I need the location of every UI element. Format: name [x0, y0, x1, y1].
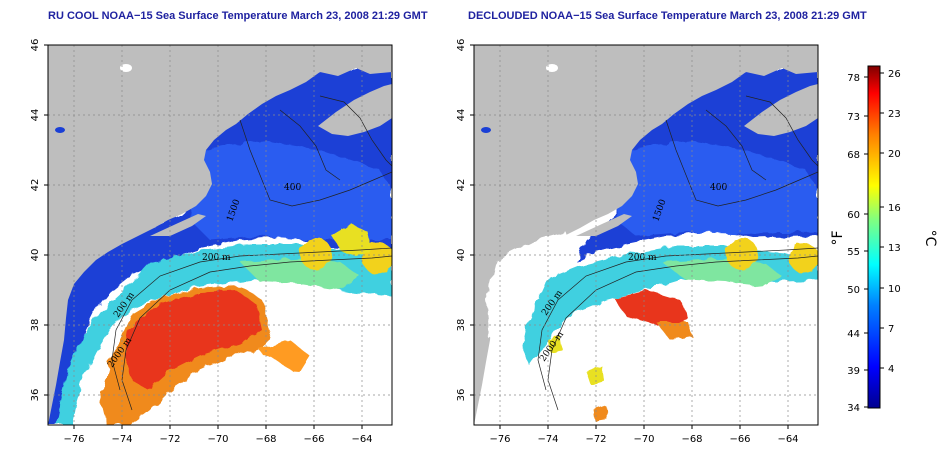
- lon-tick-label: −64: [351, 434, 372, 445]
- left-map-frame: [47, 44, 393, 426]
- lat-tick-label: 36: [30, 389, 41, 402]
- lat-tick-label: 46: [30, 39, 41, 52]
- lat-tick-label: 36: [456, 389, 467, 402]
- right-lat-axis: 46 44 42 40 38 36: [456, 39, 474, 402]
- contour-label: 200 m: [628, 253, 657, 263]
- lon-tick-label: −66: [729, 434, 750, 445]
- lat-tick-label: 44: [456, 109, 467, 122]
- celsius-tick-label: 26: [888, 69, 901, 80]
- celsius-tick-label: 16: [888, 203, 901, 214]
- right-lon-axis: −76 −74 −72 −70 −68 −66 −64: [489, 425, 799, 445]
- lat-tick-label: 40: [30, 249, 41, 262]
- fahrenheit-unit-label: °F: [830, 230, 846, 245]
- right-map-title: DECLOUDED NOAA−15 Sea Surface Temperatur…: [468, 10, 867, 22]
- lat-tick-label: 38: [30, 319, 41, 332]
- celsius-tick-label: 7: [888, 324, 894, 335]
- celsius-tick-label: 20: [888, 149, 901, 160]
- fahrenheit-tick-label: 44: [847, 329, 860, 340]
- lon-tick-label: −74: [111, 434, 132, 445]
- lon-tick-label: −76: [63, 434, 84, 445]
- lon-tick-label: −68: [255, 434, 276, 445]
- lon-tick-label: −70: [207, 434, 228, 445]
- fahrenheit-tick-label: 50: [847, 285, 860, 296]
- lon-tick-label: −70: [633, 434, 654, 445]
- fahrenheit-tick-label: 55: [847, 247, 860, 258]
- lon-tick-label: −66: [303, 434, 324, 445]
- celsius-unit-label: °C: [922, 230, 938, 247]
- left-map-title: RU COOL NOAA−15 Sea Surface Temperature …: [48, 10, 428, 22]
- contour-label: 200 m: [202, 253, 231, 263]
- lon-tick-label: −68: [681, 434, 702, 445]
- celsius-tick-label: 4: [888, 364, 894, 375]
- contour-label: 400: [284, 183, 301, 193]
- colorbar-ramp: [867, 65, 881, 409]
- lat-tick-label: 40: [456, 249, 467, 262]
- left-lat-axis: 46 44 42 40 38 36: [30, 39, 48, 402]
- contour-label: 400: [710, 183, 727, 193]
- lon-tick-label: −64: [777, 434, 798, 445]
- lat-tick-label: 42: [456, 179, 467, 192]
- colorbar: 78 73 68 60 55 50 44 39 34 26 23 20 16 1…: [830, 65, 938, 414]
- lat-tick-label: 42: [30, 179, 41, 192]
- fahrenheit-tick-label: 34: [847, 403, 860, 414]
- right-map-frame: [473, 44, 819, 426]
- lon-tick-label: −76: [489, 434, 510, 445]
- lat-tick-label: 44: [30, 109, 41, 122]
- lat-tick-label: 46: [456, 39, 467, 52]
- fahrenheit-tick-label: 73: [847, 112, 860, 123]
- fahrenheit-tick-label: 39: [847, 366, 860, 377]
- lon-tick-label: −72: [585, 434, 606, 445]
- left-map-panel: 400 1500 200 m 2000 m 200 m: [48, 45, 392, 425]
- lon-tick-label: −74: [537, 434, 558, 445]
- fahrenheit-tick-label: 68: [847, 150, 860, 161]
- fahrenheit-tick-label: 60: [847, 210, 860, 221]
- celsius-tick-label: 10: [888, 284, 901, 295]
- lon-tick-label: −72: [159, 434, 180, 445]
- celsius-tick-label: 13: [888, 243, 901, 254]
- fahrenheit-tick-label: 78: [847, 73, 860, 84]
- lat-tick-label: 38: [456, 319, 467, 332]
- right-map-panel: 400 1500 200 m 2000 m 200 m: [474, 45, 818, 425]
- left-lon-axis: −76 −74 −72 −70 −68 −66 −64: [63, 425, 373, 445]
- celsius-tick-label: 23: [888, 109, 901, 120]
